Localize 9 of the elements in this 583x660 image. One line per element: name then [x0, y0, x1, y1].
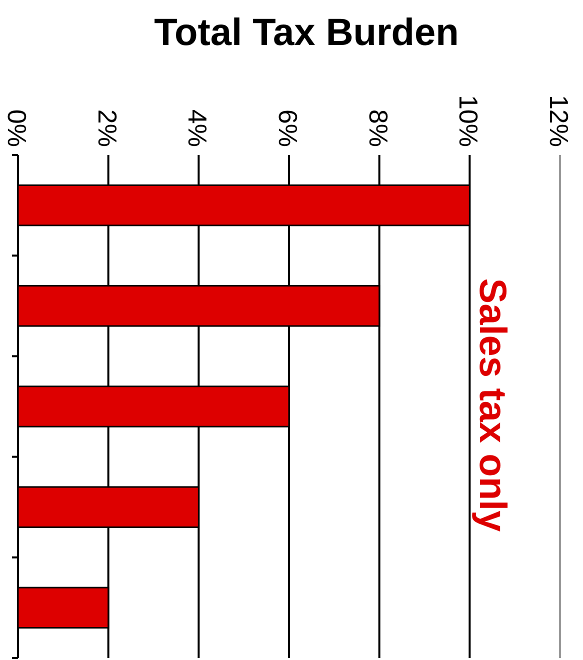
x-tick-label: 12% [544, 94, 574, 147]
chart-title: Total Tax Burden [154, 12, 459, 54]
x-tick-label: 2% [92, 109, 122, 147]
x-tick-label: 4% [182, 109, 213, 147]
x-tick-label: 0% [2, 109, 32, 147]
x-tick-label: 8% [363, 109, 394, 147]
annotation: Sales tax only [471, 278, 513, 532]
x-tick-label: 10% [454, 94, 484, 147]
x-tick-label: 6% [273, 109, 303, 147]
